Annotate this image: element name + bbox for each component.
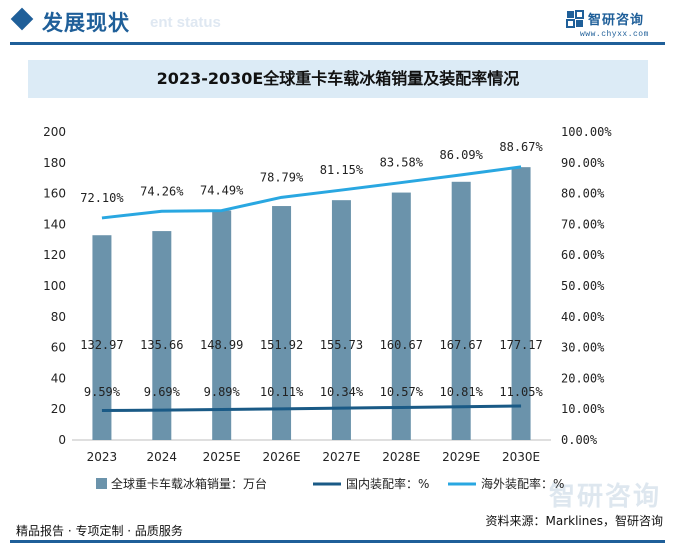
bar — [511, 167, 531, 440]
y-right-tick-label: 60.00% — [561, 248, 605, 262]
y-right-tick-label: 40.00% — [561, 310, 605, 324]
watermark: 智研咨询 — [548, 482, 661, 512]
domestic-rate-label: 9.69% — [144, 385, 181, 399]
domestic-rate-label: 9.89% — [204, 385, 241, 399]
y-right-tick-label: 20.00% — [561, 371, 605, 385]
x-tick-label: 2023 — [87, 450, 118, 464]
overseas-rate-label: 78.79% — [260, 170, 304, 184]
y-left-tick-label: 20 — [51, 402, 66, 416]
bar — [212, 210, 232, 440]
y-right-tick-label: 90.00% — [561, 156, 605, 170]
footer: 精品报告 · 专项定制 · 品质服务 资料来源：Marklines，智研咨询 — [0, 512, 677, 546]
overseas-rate-label: 72.10% — [80, 191, 124, 205]
chart-title: 2023-2030E全球重卡车载冰箱销量及装配率情况 — [156, 69, 520, 88]
x-tick-label: 2026E — [263, 450, 301, 464]
domestic-rate-line — [101, 404, 522, 412]
logo-name: 智研咨询 — [588, 13, 645, 28]
bar — [451, 181, 471, 440]
legend-label-sales: 全球重卡车载冰箱销量：万台 — [111, 476, 267, 491]
logo-url: www.chyxx.com — [580, 30, 649, 39]
overseas-rate-label: 83.58% — [380, 156, 424, 170]
section-ghost-text: ent status — [150, 14, 221, 31]
x-tick-label: 2029E — [442, 450, 480, 464]
x-tick-label: 2027E — [322, 450, 360, 464]
bar-value-label: 160.67 — [380, 338, 423, 352]
x-tick-label: 2024 — [147, 450, 178, 464]
bar — [152, 231, 172, 440]
y-right-tick-label: 50.00% — [561, 279, 605, 293]
footer-slogan: 精品报告 · 专项定制 · 品质服务 — [16, 524, 183, 538]
section-title: 发展现状 — [42, 11, 130, 35]
y-left-tick-label: 40 — [51, 371, 66, 385]
bar-value-label: 151.92 — [260, 338, 303, 352]
footer-divider — [10, 540, 665, 543]
bar-value-label: 148.99 — [200, 338, 243, 352]
domestic-rate-label: 9.59% — [84, 385, 121, 399]
y-left-tick-label: 200 — [43, 125, 66, 139]
legend-label-domestic: 国内装配率：% — [346, 476, 429, 491]
bar-value-label: 132.97 — [80, 338, 123, 352]
domestic-rate-label: 11.05% — [499, 385, 543, 399]
y-right-tick-label: 80.00% — [561, 187, 605, 201]
y-left-tick-label: 180 — [43, 156, 66, 170]
x-tick-label: 2028E — [382, 450, 420, 464]
bar-value-label: 155.73 — [320, 338, 363, 352]
domestic-rate-label: 10.34% — [320, 385, 364, 399]
y-left-tick-label: 100 — [43, 279, 66, 293]
logo-icon — [566, 10, 584, 28]
y-left-tick-label: 0 — [58, 433, 66, 447]
overseas-rate-label: 74.26% — [140, 184, 184, 198]
y-right-tick-label: 0.00% — [561, 433, 598, 447]
y-right-tick-label: 70.00% — [561, 217, 605, 231]
header-divider — [10, 42, 665, 45]
legend-label-overseas: 海外装配率：% — [481, 476, 564, 491]
overseas-rate-label: 74.49% — [200, 184, 244, 198]
y-right-tick-label: 30.00% — [561, 341, 605, 355]
bar-value-label: 135.66 — [140, 338, 183, 352]
y-right-tick-label: 100.00% — [561, 125, 612, 139]
overseas-rate-label: 86.09% — [440, 148, 484, 162]
overseas-rate-line — [101, 165, 522, 220]
domestic-rate-label: 10.11% — [260, 385, 304, 399]
legend-swatch-sales — [96, 478, 107, 489]
bar — [331, 200, 351, 440]
y-left-tick-label: 120 — [43, 248, 66, 262]
y-left-tick-label: 160 — [43, 187, 66, 201]
bar-value-label: 177.17 — [499, 338, 542, 352]
y-left-tick-label: 60 — [51, 341, 66, 355]
y-right-tick-label: 10.00% — [561, 402, 605, 416]
bar-value-label: 167.67 — [440, 338, 483, 352]
brand-logo: 智研咨询 www.chyxx.com — [566, 8, 671, 42]
y-left-tick-label: 80 — [51, 310, 66, 324]
x-tick-label: 2030E — [502, 450, 540, 464]
domestic-rate-label: 10.81% — [440, 385, 484, 399]
overseas-rate-label: 81.15% — [320, 163, 364, 177]
chart-title-band: 2023-2030E全球重卡车载冰箱销量及装配率情况 — [28, 60, 648, 98]
x-tick-label: 2025E — [203, 450, 241, 464]
section-header: ent status 发展现状 智研咨询 www.chyxx.com — [0, 0, 677, 45]
footer-source: 资料来源：Marklines，智研咨询 — [485, 514, 664, 528]
bar — [92, 235, 112, 440]
domestic-rate-label: 10.57% — [380, 385, 424, 399]
bar — [391, 192, 411, 440]
overseas-rate-label: 88.67% — [499, 140, 543, 154]
bar — [272, 206, 292, 440]
y-left-tick-label: 140 — [43, 217, 66, 231]
